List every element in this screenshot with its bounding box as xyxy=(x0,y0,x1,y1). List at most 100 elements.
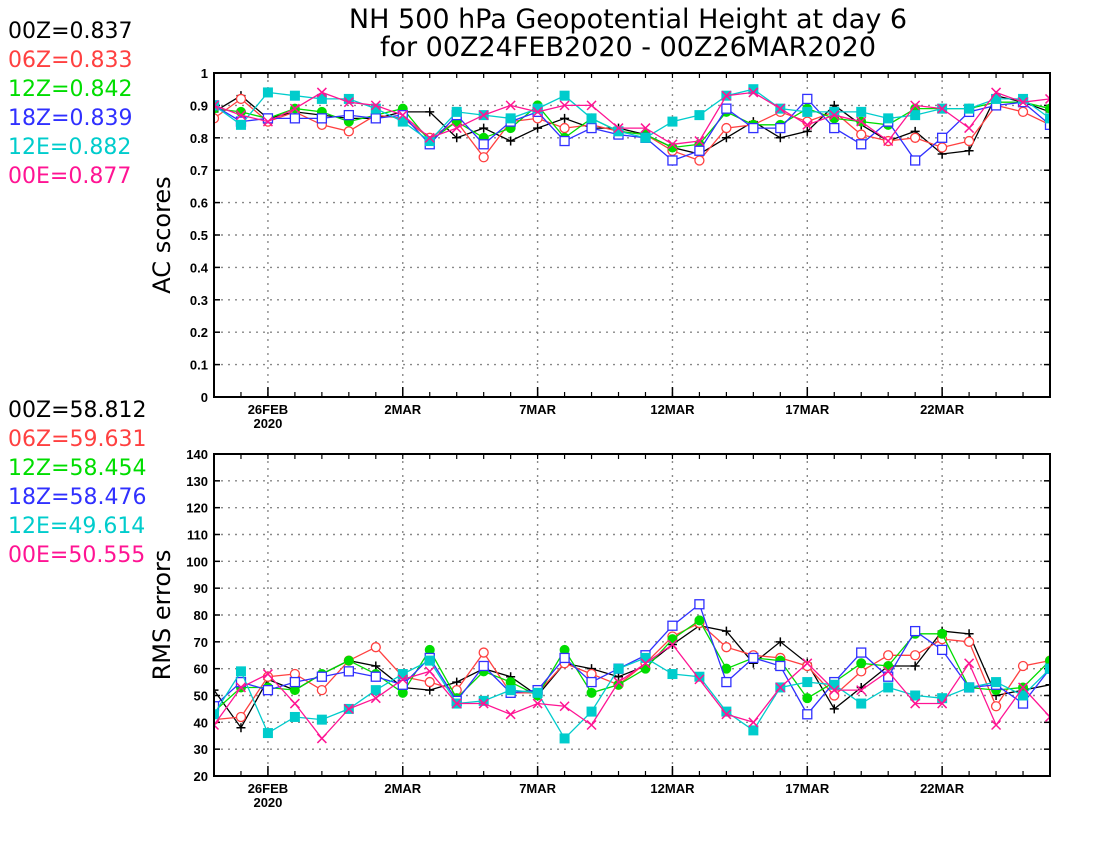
data-point-00E xyxy=(1017,682,1029,693)
data-point-00E xyxy=(532,106,543,117)
series-line-18Z xyxy=(214,603,1050,716)
data-point-18Z xyxy=(289,113,301,124)
y-tick-label: 70 xyxy=(194,635,208,650)
data-point-12E xyxy=(1045,663,1050,674)
data-point-00E xyxy=(910,698,921,709)
data-point-00E xyxy=(451,698,462,709)
summary-12Z: 12Z=0.842 xyxy=(8,77,132,102)
y-tick-label: 110 xyxy=(187,528,208,543)
data-point-06Z xyxy=(910,650,921,661)
data-point-18Z xyxy=(694,599,705,610)
data-point-00E xyxy=(505,100,516,111)
data-point-00Z xyxy=(452,133,462,143)
data-point-12E xyxy=(802,677,813,688)
data-point-18Z xyxy=(370,671,381,682)
data-point-12E xyxy=(748,725,759,736)
data-point-18Z xyxy=(370,113,381,124)
data-point-18Z xyxy=(936,132,948,143)
data-point-00E xyxy=(235,682,246,693)
data-point-12E xyxy=(964,682,975,693)
plot-frame xyxy=(213,453,1051,777)
data-point-00E xyxy=(613,677,624,688)
data-point-00E xyxy=(802,119,813,130)
data-point-00E xyxy=(214,719,220,731)
data-point-00E xyxy=(721,709,732,720)
series-00E xyxy=(214,639,1050,744)
data-point-18Z xyxy=(343,109,354,121)
data-point-12E xyxy=(883,682,894,693)
data-point-12E xyxy=(748,84,759,95)
data-point-12E xyxy=(316,714,327,725)
x-tick-label: 22MAR xyxy=(920,781,965,796)
data-point-06Z xyxy=(963,135,975,147)
data-point-00Z xyxy=(425,107,435,117)
data-point-18Z xyxy=(748,652,759,664)
series-line-12Z xyxy=(214,619,1050,713)
data-point-00E xyxy=(505,709,516,720)
data-point-06Z xyxy=(936,142,948,153)
x-tick-label: 2MAR xyxy=(384,781,421,796)
data-point-00E xyxy=(883,136,894,147)
data-point-18Z xyxy=(775,660,786,672)
data-point-12E xyxy=(613,663,624,674)
x-tick-label: 7MAR xyxy=(519,402,556,417)
data-point-00Z xyxy=(910,661,920,671)
data-point-12E xyxy=(370,685,381,696)
data-point-12E xyxy=(262,87,273,98)
series-line-00Z xyxy=(214,94,1050,155)
rms-errors-panel: 20 30 40 50 60 70 80 90 100 110 120 130 140 26FEB2020… xyxy=(148,447,1051,810)
data-point-12E xyxy=(559,90,570,101)
data-point-00E xyxy=(370,693,381,704)
data-point-12Z xyxy=(1045,655,1050,666)
y-tick-label: 1 xyxy=(201,66,208,81)
y-tick-label: 0.4 xyxy=(190,260,209,275)
data-point-00E xyxy=(316,87,327,98)
data-point-00E xyxy=(613,123,624,134)
data-point-12Z xyxy=(667,142,678,153)
data-point-12E xyxy=(235,119,246,130)
chart-title-line1: NH 500 hPa Geopotential Height at day 6 xyxy=(349,4,907,35)
data-point-00E xyxy=(262,116,273,127)
plot-area xyxy=(214,84,1050,166)
chart-title-line2: for 00Z24FEB2020 - 00Z26MAR2020 xyxy=(380,32,876,63)
plot-area xyxy=(214,599,1050,744)
data-point-00Z xyxy=(236,723,246,733)
data-point-06Z xyxy=(990,701,1002,712)
summary-18Z: 18Z=0.839 xyxy=(8,106,132,131)
data-point-12E xyxy=(586,113,597,124)
data-point-00E xyxy=(964,123,975,134)
data-point-12E xyxy=(991,677,1002,688)
data-point-00E xyxy=(478,110,489,121)
data-point-00E xyxy=(667,139,678,150)
data-point-06Z xyxy=(856,129,867,140)
data-point-00E xyxy=(586,719,597,731)
data-point-12Z xyxy=(1045,103,1050,114)
data-point-18Z xyxy=(559,652,570,664)
y-tick-label: 0.2 xyxy=(190,325,208,340)
summary-12E: 12E=0.882 xyxy=(8,135,131,160)
series-18Z xyxy=(214,93,1050,166)
x-tick-label: 17MAR xyxy=(785,402,830,417)
data-point-06Z xyxy=(424,676,435,688)
data-point-06Z xyxy=(559,122,570,134)
data-point-12E xyxy=(856,106,867,117)
data-point-18Z xyxy=(289,676,301,688)
y-tick-label: 0.9 xyxy=(190,98,208,113)
data-point-12E xyxy=(856,698,867,709)
data-point-06Z xyxy=(370,642,381,653)
x-tick-label: 26FEB xyxy=(248,781,288,796)
data-point-18Z xyxy=(316,671,328,682)
data-point-18Z xyxy=(667,155,678,166)
data-point-18Z xyxy=(343,666,354,677)
data-point-00Z xyxy=(560,113,570,123)
y-tick-label: 80 xyxy=(194,608,208,623)
data-point-12E xyxy=(559,733,570,744)
data-point-18Z xyxy=(586,122,597,134)
data-point-06Z xyxy=(316,684,328,696)
data-point-12Z xyxy=(694,615,705,626)
data-point-00Z xyxy=(533,123,543,133)
data-point-18Z xyxy=(667,620,678,631)
data-point-06Z xyxy=(963,636,975,647)
